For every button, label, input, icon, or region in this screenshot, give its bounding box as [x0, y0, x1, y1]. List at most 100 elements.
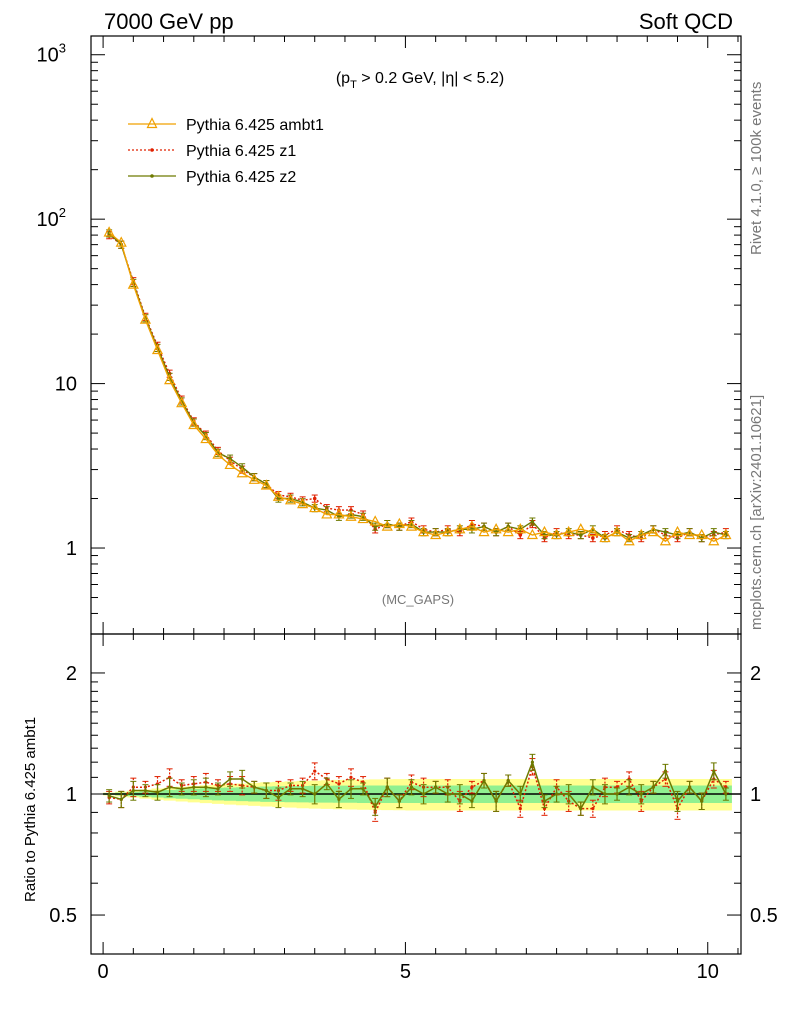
ratio-point-z2: [409, 785, 414, 789]
data-point-ambt1: [696, 528, 708, 540]
data-point-ambt1: [430, 528, 442, 540]
ratio-point-z2: [518, 792, 522, 796]
ratio-point-z2: [107, 794, 111, 798]
ratio-series-z2: [106, 753, 729, 816]
series-ambt1: [103, 226, 732, 546]
data-point-ambt1: [357, 512, 369, 524]
ratio-y-tick-label-right: 0.5: [750, 905, 778, 927]
ratio-point-z2: [373, 805, 377, 809]
ratio-y-tick-label-right: 2: [750, 663, 761, 685]
ratio-y-tick-label-left: 1: [66, 784, 77, 806]
data-point-ambt1: [599, 531, 611, 543]
data-point-ambt1: [236, 466, 248, 478]
legend: Pythia 6.425 ambt1 Pythia 6.425 z1 Pythi…: [128, 117, 324, 186]
data-point-ambt1: [297, 497, 309, 509]
series-line-z1: [108, 234, 727, 539]
data-point-ambt1: [550, 528, 563, 540]
ratio-ylabel: Ratio to Pythia 6.425 ambt1: [22, 717, 39, 902]
main-y-tick-label: 1: [66, 538, 77, 560]
data-point-ambt1: [260, 479, 272, 490]
ratio-line-z1: [108, 763, 727, 815]
ratio-point-z2: [252, 785, 256, 789]
data-point-z2: [373, 524, 377, 529]
data-point-ambt1: [623, 534, 635, 546]
data-point-ambt1: [321, 508, 333, 519]
ratio-point-z2: [554, 792, 559, 796]
data-point-ambt1: [683, 528, 696, 540]
ratio-point-z2: [397, 799, 401, 803]
data-point-ambt1: [514, 523, 526, 534]
ratio-point-z1: [518, 806, 522, 811]
ratio-point-z2: [603, 792, 607, 796]
rivet-label: Rivet 4.1.0, ≥ 100k events: [748, 82, 765, 255]
data-point-ambt1: [466, 520, 478, 531]
series-line-ambt1: [108, 231, 727, 543]
main-y-tick-label: 103: [37, 41, 66, 67]
main-series-group: [103, 226, 732, 546]
ratio-point-z2: [131, 788, 135, 793]
ratio-point-z2: [434, 785, 438, 789]
data-point-ambt1: [200, 432, 212, 444]
data-point-ambt1: [115, 236, 127, 247]
ratio-point-z2: [651, 785, 655, 789]
data-point-ambt1: [671, 525, 684, 537]
data-point-ambt1: [103, 226, 115, 237]
data-point-ambt1: [587, 525, 599, 537]
data-point-ambt1: [442, 525, 454, 537]
data-point-z1: [591, 536, 595, 540]
header-left-title: 7000 GeV pp: [104, 9, 234, 34]
data-point-ambt1: [248, 473, 260, 484]
ratio-point-z2: [688, 785, 692, 789]
series-z2: [106, 229, 729, 543]
ratio-point-z2: [591, 785, 595, 789]
legend-triangle-marker: [146, 117, 158, 129]
ratio-point-z2: [446, 792, 450, 796]
ratio-point-z2: [458, 792, 462, 796]
main-y-tick-label: 102: [37, 205, 66, 231]
data-point-ambt1: [647, 525, 659, 537]
data-point-ambt1: [333, 508, 345, 519]
data-point-ambt1: [188, 418, 200, 430]
ratio-point-z1: [591, 806, 595, 811]
data-point-z2: [578, 533, 583, 537]
svg-text:(pT > 0.2 GeV, |η| < 5.2): (pT > 0.2 GeV, |η| < 5.2): [336, 70, 504, 91]
data-point-z1: [518, 533, 523, 537]
ratio-point-z2: [228, 777, 232, 781]
ratio-point-z2: [180, 787, 184, 791]
ratio-point-z1: [470, 785, 474, 789]
analysis-label: (MC_GAPS): [382, 592, 454, 607]
ratio-point-z2: [168, 785, 172, 789]
ratio-point-z1: [313, 769, 317, 773]
cut-label: (pT > 0.2 GeV, |η| < 5.2): [336, 70, 504, 91]
ratio-panel-bands: [103, 779, 741, 811]
legend-dot-marker: [150, 174, 154, 178]
ratio-point-z2: [155, 790, 160, 794]
ratio-x-tick-label: 10: [697, 961, 719, 983]
legend-label-z1: Pythia 6.425 z1: [186, 143, 296, 160]
data-point-z2: [663, 530, 668, 534]
mcplots-label: mcplots.cern.ch [arXiv:2401.10621]: [748, 395, 765, 630]
ratio-point-z2: [482, 778, 486, 783]
ratio-point-z2: [349, 787, 353, 791]
legend-item-z2: Pythia 6.425 z2: [128, 169, 296, 186]
data-point-ambt1: [393, 517, 405, 529]
ratio-point-z2: [579, 806, 583, 811]
ratio-point-z2: [192, 785, 196, 789]
legend-label-z2: Pythia 6.425 z2: [186, 169, 296, 186]
ratio-point-z2: [385, 785, 389, 789]
data-point-ambt1: [345, 510, 357, 521]
data-point-ambt1: [151, 343, 164, 355]
ratio-point-z2: [264, 788, 268, 793]
data-point-ambt1: [478, 525, 490, 537]
data-point-ambt1: [381, 520, 393, 531]
data-point-ambt1: [176, 396, 188, 408]
ratio-point-z2: [542, 799, 547, 803]
ratio-point-z2: [615, 792, 619, 796]
ratio-y-tick-label-left: 0.5: [49, 905, 77, 927]
ratio-point-z2: [663, 769, 668, 773]
data-point-z2: [530, 519, 535, 524]
legend-dot-marker: [150, 148, 154, 152]
ratio-x-tick-label: 5: [400, 961, 411, 983]
data-point-ambt1: [224, 458, 236, 470]
data-point-z1: [312, 496, 317, 501]
